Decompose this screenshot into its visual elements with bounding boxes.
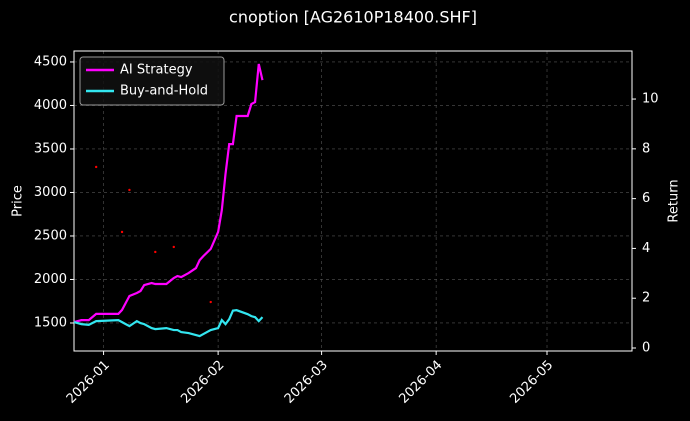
y-axis-label: Price (11, 185, 26, 217)
series-line (73, 63, 264, 324)
y2-tick-label: 2 (642, 291, 650, 306)
legend-box (79, 56, 225, 106)
y-tick-label: 1500 (34, 315, 67, 330)
price-point (128, 188, 131, 192)
y2-tick-label: 6 (642, 191, 650, 206)
y-tick-label: 3000 (34, 185, 67, 200)
series-line (73, 309, 264, 338)
plot-frame (73, 50, 633, 352)
y2-tick-label: 10 (642, 92, 659, 107)
y-tick-label: 2000 (34, 272, 67, 287)
y-tick-label: 4500 (34, 54, 67, 69)
y-tick-label: 2500 (34, 228, 67, 243)
legend-label: Buy-and-Hold (120, 84, 208, 99)
price-point (94, 165, 98, 169)
y2-tick-label: 8 (642, 141, 650, 156)
price-point (172, 245, 175, 249)
y-tick-label: 3500 (34, 141, 67, 156)
y2-tick-label: 4 (642, 241, 650, 256)
legend-label: AI Strategy (120, 63, 193, 78)
y-tick-label: 4000 (34, 98, 67, 113)
price-point (154, 250, 157, 254)
chart-title: cnoption [AG2610P18400.SHF] (229, 8, 477, 27)
price-point (209, 300, 212, 304)
y2-tick-label: 0 (642, 341, 650, 356)
price-point (120, 230, 124, 234)
y2-axis-label: Return (667, 179, 682, 222)
